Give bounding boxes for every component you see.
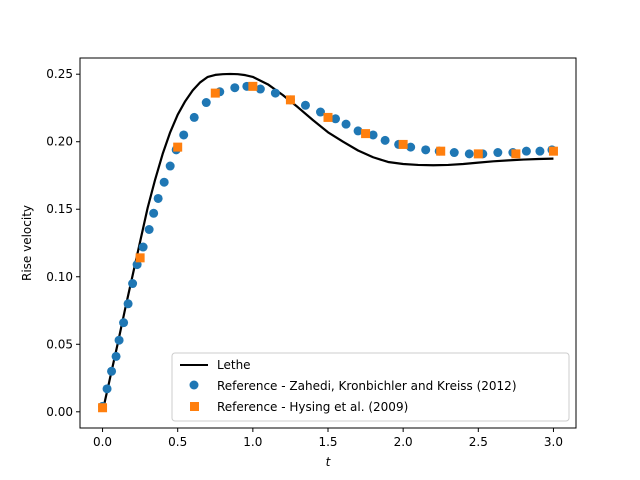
x-tick-label: 1.0 <box>243 435 262 449</box>
y-tick-label: 0.05 <box>46 337 73 351</box>
hysing-point <box>248 81 258 91</box>
x-tick-label: 1.5 <box>318 435 337 449</box>
legend: Lethe Reference - Zahedi, Kronbichler an… <box>171 352 570 422</box>
hysing-point <box>436 146 446 156</box>
y-axis-label: Rise velocity <box>20 205 34 281</box>
x-axis-ticks: 0.0 0.5 1.0 1.5 2.0 2.5 3.0 <box>93 428 563 449</box>
x-tick-label: 2.5 <box>469 435 488 449</box>
x-tick-label: 2.0 <box>394 435 413 449</box>
zahedi-point <box>270 88 280 98</box>
zahedi-point <box>353 126 363 136</box>
zahedi-point <box>521 146 531 156</box>
y-tick-label: 0.20 <box>46 135 73 149</box>
hysing-point <box>210 88 220 98</box>
zahedi-point <box>380 135 390 145</box>
hysing-point <box>285 95 295 105</box>
hysing-point <box>98 403 108 413</box>
x-tick-label: 0.0 <box>93 435 112 449</box>
legend-square-marker <box>190 402 199 411</box>
x-tick-label: 3.0 <box>544 435 563 449</box>
zahedi-point <box>138 242 148 252</box>
hysing-point <box>511 149 521 159</box>
zahedi-point <box>300 100 310 110</box>
x-tick-label: 0.5 <box>168 435 187 449</box>
zahedi-point <box>102 384 112 394</box>
legend-label-zahedi: Reference - Zahedi, Kronbichler and Krei… <box>217 379 517 393</box>
zahedi-point <box>341 119 351 129</box>
legend-label-hysing: Reference - Hysing et al. (2009) <box>217 400 408 414</box>
zahedi-point <box>189 112 199 122</box>
zahedi-point <box>111 351 121 361</box>
zahedi-point <box>449 148 459 158</box>
zahedi-point <box>159 177 169 187</box>
y-tick-label: 0.00 <box>46 405 73 419</box>
hysing-point <box>473 149 483 159</box>
zahedi-point <box>464 149 474 159</box>
zahedi-point <box>123 299 133 309</box>
zahedi-point <box>315 107 325 117</box>
hysing-point <box>548 146 558 156</box>
zahedi-point <box>201 98 211 108</box>
hysing-point <box>398 139 408 149</box>
zahedi-point <box>149 208 159 218</box>
zahedi-point <box>230 83 240 93</box>
zahedi-point <box>406 142 416 152</box>
zahedi-point <box>368 130 378 140</box>
legend-circle-marker <box>189 380 199 390</box>
zahedi-point <box>153 193 163 203</box>
y-tick-label: 0.15 <box>46 202 73 216</box>
zahedi-point <box>114 335 124 345</box>
zahedi-point <box>535 146 545 156</box>
zahedi-point <box>179 130 189 140</box>
zahedi-point <box>493 148 503 158</box>
hysing-point <box>135 253 145 263</box>
x-axis-label: t <box>326 455 332 469</box>
legend-box <box>171 352 570 422</box>
hysing-point <box>173 142 183 152</box>
hysing-point <box>361 129 371 139</box>
zahedi-point <box>132 260 142 270</box>
zahedi-point <box>255 84 265 94</box>
series-layer <box>98 72 558 413</box>
zahedi-point <box>119 318 129 328</box>
y-tick-label: 0.25 <box>46 67 73 81</box>
zahedi-point <box>107 366 117 376</box>
y-axis-ticks: 0.00 0.05 0.10 0.15 0.20 0.25 <box>46 67 80 419</box>
hysing-point <box>323 112 333 122</box>
y-tick-label: 0.10 <box>46 270 73 284</box>
zahedi-point <box>331 114 341 124</box>
zahedi-point <box>144 224 154 234</box>
zahedi-point <box>421 145 431 155</box>
lethe-line <box>101 72 554 413</box>
zahedi-point <box>165 161 175 171</box>
zahedi-point <box>128 279 138 289</box>
legend-label-lethe: Lethe <box>217 358 251 372</box>
